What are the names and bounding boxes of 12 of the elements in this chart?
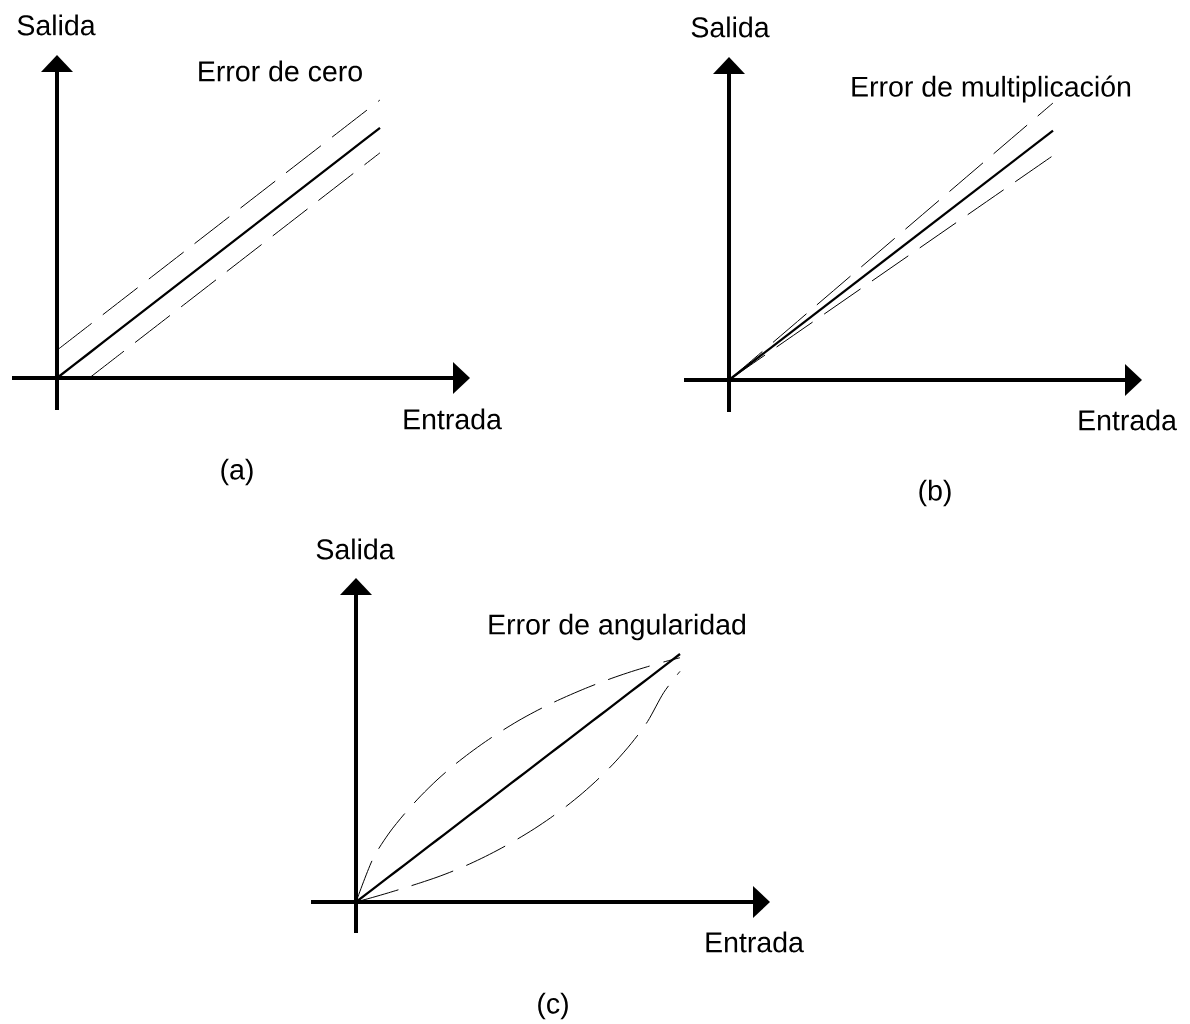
text: Error de multiplicación (852, 75, 1131, 103)
x-axis-title: Entrada (404, 408, 502, 430)
y-axis-title: Salida (17, 14, 96, 36)
y-axis-title: Salida (316, 538, 395, 560)
x-axis-title: Entrada (1079, 409, 1177, 431)
x-axis-title: Entrada (706, 931, 804, 953)
text: Error de angularidad (489, 613, 746, 641)
text: Error de cero (199, 60, 362, 82)
y-axis-title: Salida (691, 16, 770, 38)
text: (a) (221, 458, 253, 486)
text: (c) (538, 992, 568, 1020)
text: (b) (919, 479, 951, 507)
